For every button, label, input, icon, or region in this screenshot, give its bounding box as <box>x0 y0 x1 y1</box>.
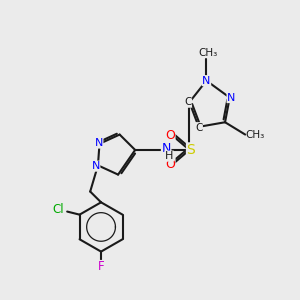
Text: H: H <box>165 151 173 161</box>
Text: N: N <box>94 138 103 148</box>
Text: CH₃: CH₃ <box>198 48 218 58</box>
Text: C: C <box>195 123 202 133</box>
Text: CH₃: CH₃ <box>245 130 264 140</box>
Text: N: N <box>161 142 171 155</box>
Text: F: F <box>98 260 104 274</box>
Text: O: O <box>165 129 175 142</box>
Text: S: S <box>187 143 195 157</box>
Text: O: O <box>165 158 175 171</box>
Text: C: C <box>184 97 191 107</box>
Text: Cl: Cl <box>52 203 64 216</box>
Text: N: N <box>202 76 211 86</box>
Text: N: N <box>227 93 236 103</box>
Text: N: N <box>92 161 100 171</box>
